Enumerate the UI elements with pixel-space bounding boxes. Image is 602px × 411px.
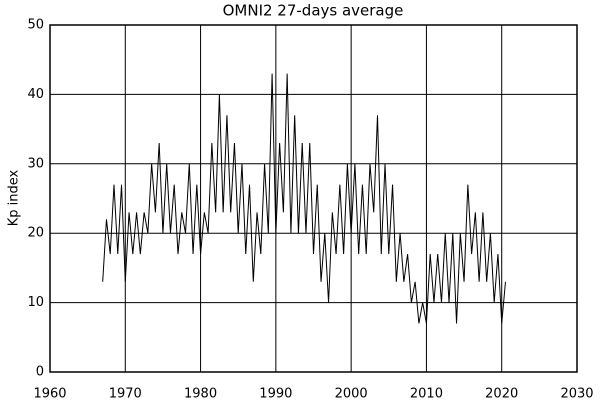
x-tick-label: 1980 — [184, 387, 217, 402]
y-axis-label: Kp index — [7, 169, 22, 226]
x-tick-label: 2030 — [560, 387, 593, 402]
x-tick-label: 1970 — [109, 387, 142, 402]
chart-title: OMNI2 27-days average — [223, 2, 404, 20]
plot-frame — [49, 24, 578, 373]
y-tick-label: 50 — [27, 18, 44, 33]
x-tick-label: 1990 — [259, 387, 292, 402]
y-tick-label: 10 — [27, 295, 44, 310]
y-tick-label: 30 — [27, 156, 44, 171]
x-tick-label: 1960 — [33, 387, 66, 402]
x-tick-label: 2000 — [335, 387, 368, 402]
y-tick-label: 40 — [27, 87, 44, 102]
x-tick-label: 2020 — [485, 387, 518, 402]
y-tick-label: 20 — [27, 226, 44, 241]
y-tick-label: 0 — [36, 365, 44, 380]
data-line — [102, 73, 506, 324]
x-tick-label: 2010 — [410, 387, 443, 402]
